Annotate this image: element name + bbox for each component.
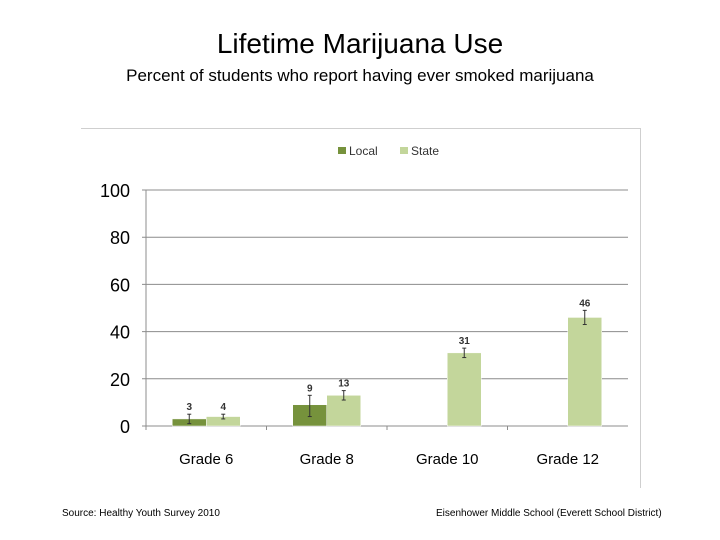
data-label: 9: [307, 383, 313, 394]
data-label: 13: [338, 379, 350, 390]
x-tick-label: Grade 8: [300, 451, 354, 468]
bar-state: [567, 317, 602, 427]
y-tick-label: 0: [120, 417, 130, 437]
source-note: Source: Healthy Youth Survey 2010: [62, 508, 220, 519]
chart-frame: [81, 128, 641, 488]
legend-label: State: [411, 144, 439, 158]
data-label: 31: [459, 336, 471, 347]
bar-chart: 0 20 40 60 80 100 Grade 6 3 4 Grade 8 9 13 Grade 10 3…: [100, 144, 628, 468]
bar-state: [447, 352, 482, 427]
x-tick-label: Grade 10: [416, 451, 479, 468]
data-label: 46: [579, 298, 591, 309]
data-label: 3: [186, 402, 192, 413]
y-tick-label: 100: [100, 181, 130, 201]
y-tick-label: 40: [110, 323, 130, 343]
school-note: Eisenhower Middle School (Everett School…: [436, 508, 662, 519]
legend-swatch-local: [338, 147, 346, 154]
legend-label: Local: [349, 144, 378, 158]
x-tick-label: Grade 6: [179, 451, 233, 468]
x-tick-label: Grade 12: [536, 451, 599, 468]
page-title: Lifetime Marijuana Use: [216, 28, 504, 59]
y-tick-label: 60: [110, 275, 130, 295]
legend-swatch-state: [400, 147, 408, 154]
data-label: 4: [220, 402, 226, 413]
y-tick-label: 20: [110, 370, 130, 390]
y-tick-label: 80: [110, 228, 130, 248]
page-subtitle: Percent of students who report having ev…: [126, 66, 594, 85]
